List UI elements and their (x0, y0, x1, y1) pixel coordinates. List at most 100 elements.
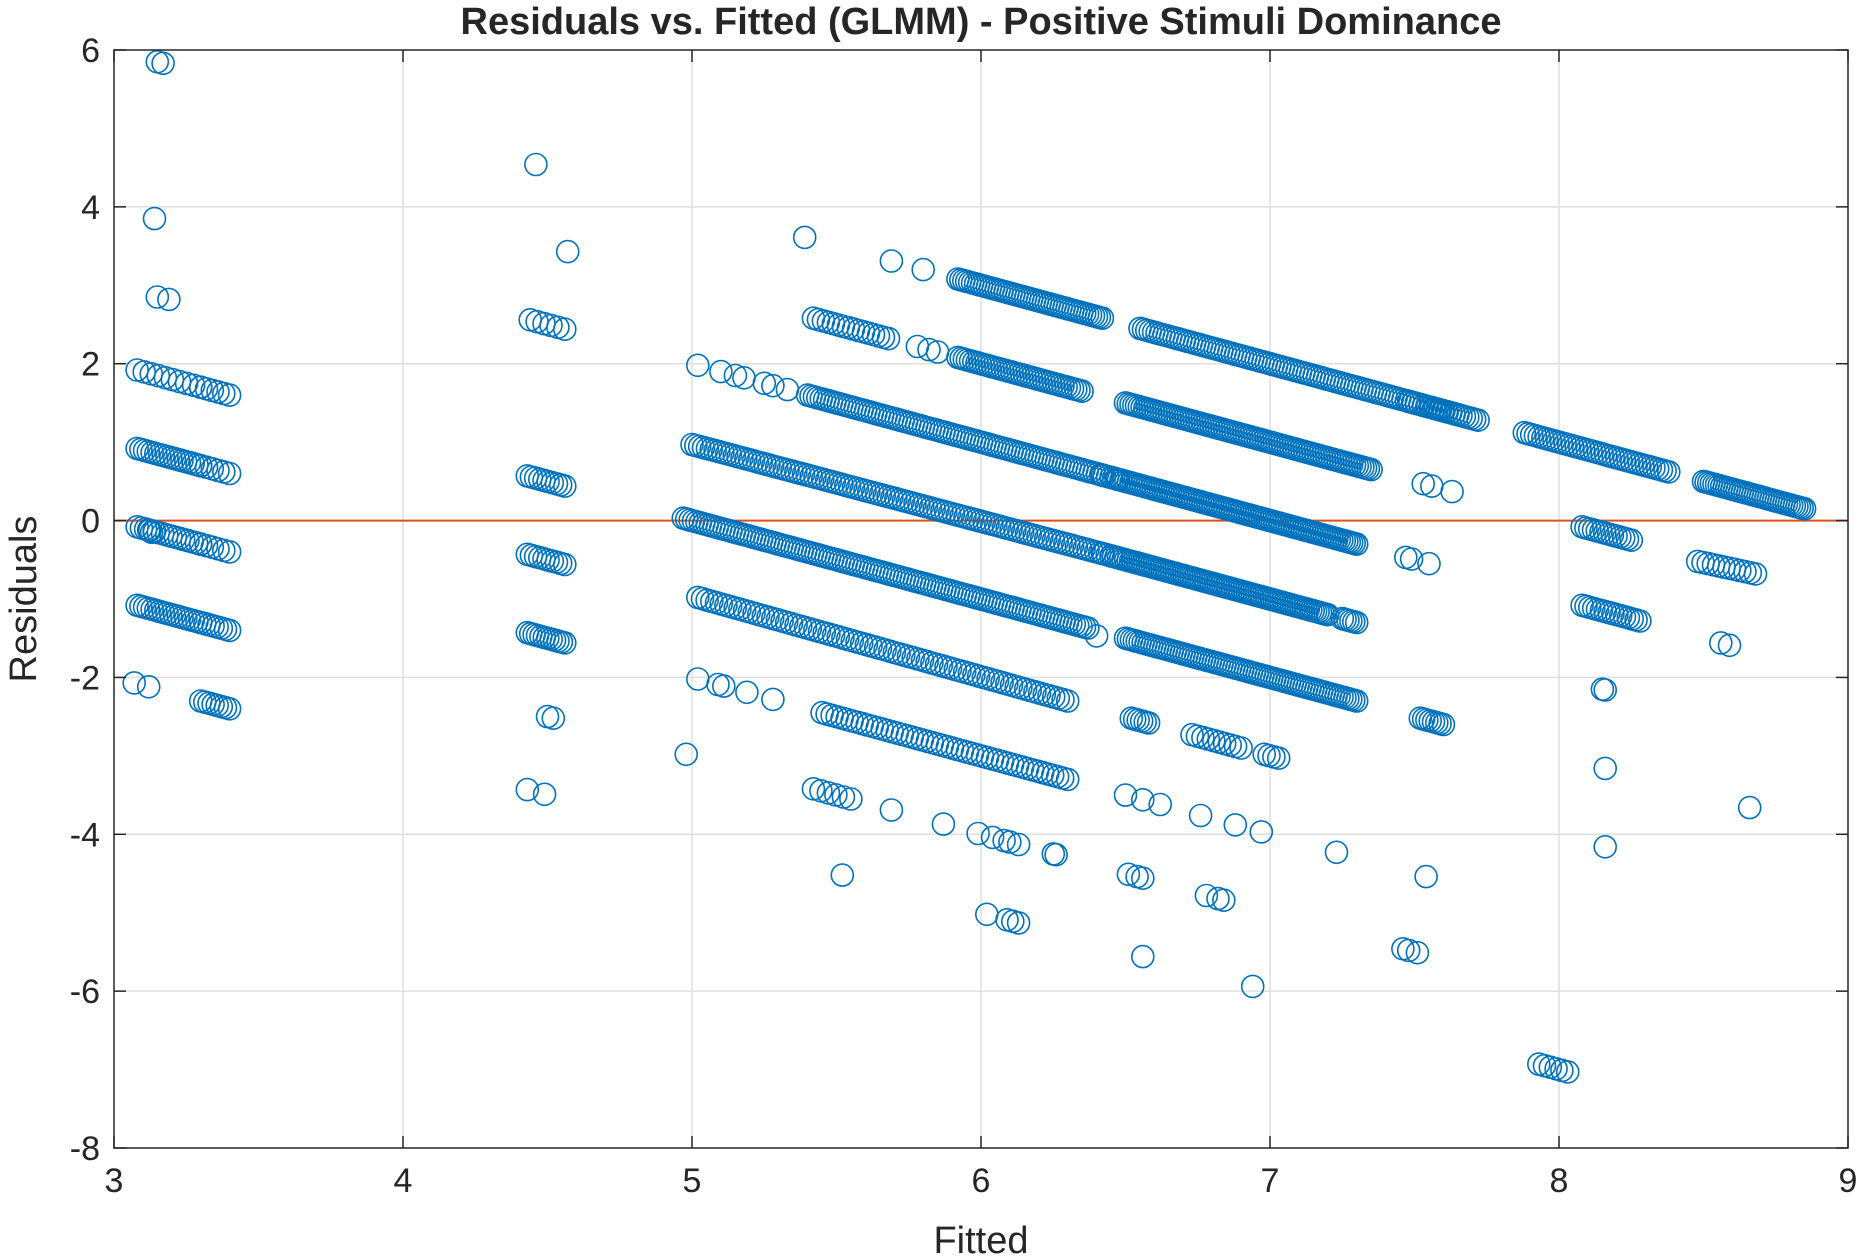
x-tick-label: 6 (972, 1162, 991, 1200)
data-point (1709, 631, 1733, 655)
y-tick-label: 0 (81, 503, 100, 541)
data-point (524, 152, 548, 177)
data-point (732, 365, 756, 390)
data-point (980, 825, 1005, 850)
data-point (1593, 834, 1617, 859)
data-point (515, 777, 540, 802)
data-point (552, 317, 577, 342)
data-point (1148, 792, 1172, 817)
data-point (193, 690, 217, 714)
data-point (1212, 888, 1236, 913)
data-point (160, 367, 185, 392)
data-point (519, 543, 544, 568)
data-point (539, 313, 563, 338)
data-point (1657, 460, 1681, 484)
data-point (146, 363, 171, 388)
data-point (709, 359, 733, 384)
data-point (1405, 940, 1430, 965)
data-point (552, 474, 577, 498)
data-point (205, 615, 229, 639)
data-point (1359, 457, 1383, 482)
data-point (1131, 787, 1155, 812)
data-point (1229, 736, 1253, 760)
data-point (167, 369, 192, 394)
data-point (174, 371, 199, 396)
data-point (197, 691, 221, 716)
data-point (1420, 474, 1444, 498)
data-point (1188, 803, 1213, 828)
data-point (974, 902, 999, 927)
data-point (1055, 689, 1080, 713)
data-point (544, 550, 569, 575)
data-point (1414, 864, 1438, 889)
data-point (752, 371, 777, 396)
x-tick-label: 4 (394, 1162, 413, 1200)
x-tick-label: 3 (105, 1162, 124, 1200)
data-point (532, 782, 557, 807)
data-point (1593, 678, 1617, 702)
data-point (1070, 379, 1094, 404)
data-point (217, 696, 242, 721)
data-point (523, 466, 548, 490)
data-point (205, 693, 229, 718)
data-point (122, 671, 146, 695)
y-tick-label: -8 (70, 1130, 100, 1168)
data-point (931, 812, 956, 836)
data-point (1105, 467, 1129, 491)
data-point (685, 353, 710, 378)
data-point (540, 549, 565, 573)
data-point (532, 468, 556, 493)
y-tick-label: 6 (81, 32, 100, 70)
data-point (1737, 795, 1762, 820)
x-axis-label: Fitted (933, 1220, 1028, 1259)
x-tick-label: 7 (1261, 1162, 1280, 1200)
data-point (153, 365, 178, 390)
data-point (1344, 689, 1369, 713)
data-point (905, 334, 930, 359)
data-point (546, 315, 570, 340)
data-point (1090, 463, 1115, 487)
data-point (1628, 609, 1652, 633)
data-point (1399, 547, 1424, 571)
data-point (515, 542, 540, 567)
y-tick-label: 4 (81, 189, 100, 227)
data-point (1084, 624, 1109, 648)
data-point (1223, 813, 1248, 837)
data-point (1076, 616, 1100, 640)
data-point (1044, 842, 1068, 867)
data-point (674, 742, 699, 767)
data-point (209, 694, 234, 719)
data-point (540, 470, 565, 495)
data-point (1113, 783, 1138, 807)
data-point (197, 612, 221, 637)
data-point (1446, 402, 1470, 427)
data-point (217, 461, 242, 486)
y-tick-label: -2 (70, 659, 100, 697)
data-point (1131, 866, 1155, 891)
data-point (523, 544, 548, 569)
data-point (544, 471, 569, 496)
data-point (1131, 944, 1155, 969)
y-tick-label: 2 (81, 346, 100, 384)
data-point (801, 776, 826, 801)
data-point (876, 326, 901, 351)
data-point (911, 257, 936, 282)
data-point (1136, 711, 1161, 735)
data-point (1240, 974, 1265, 999)
data-point (1324, 840, 1349, 865)
data-point (125, 358, 149, 382)
data-point (1006, 832, 1031, 857)
data-point (711, 674, 736, 698)
data-points (122, 49, 1817, 1084)
data-point (552, 552, 577, 577)
data-point (792, 225, 817, 250)
data-point (1555, 1060, 1580, 1084)
data-point (1194, 883, 1219, 908)
data-point (735, 680, 759, 705)
data-point (515, 464, 540, 488)
data-point (151, 51, 175, 76)
data-point (761, 373, 785, 398)
y-axis-label: Residuals (3, 516, 45, 683)
data-point (879, 249, 904, 273)
